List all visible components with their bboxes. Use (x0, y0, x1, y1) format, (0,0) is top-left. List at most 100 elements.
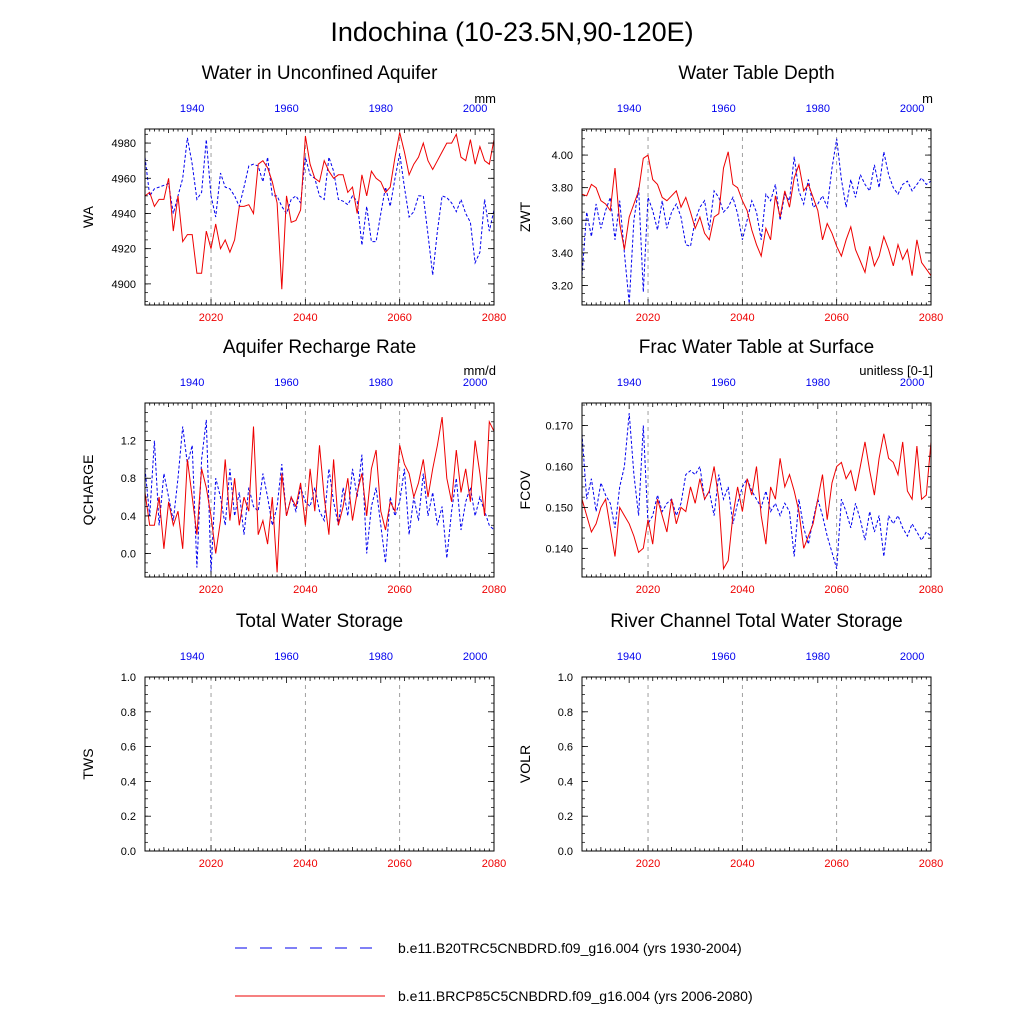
plot-frame (144, 128, 495, 306)
y-axis-label: VOLR (517, 745, 533, 783)
y-tick-label: 4900 (112, 279, 136, 291)
x-tick-label-bottom: 2040 (730, 858, 754, 870)
legend: b.e11.B20TRC5CNBDRD.f09_g16.004 (yrs 193… (235, 940, 753, 1004)
series-line-historical (144, 419, 495, 573)
y-tick-label: 1.2 (121, 436, 136, 448)
y-axis-label: QCHARGE (80, 455, 96, 526)
y-tick-label: 3.60 (552, 215, 573, 227)
x-tick-label-bottom: 2040 (730, 312, 754, 324)
y-tick-label: 0.0 (558, 846, 573, 858)
units-label: mm/d (464, 363, 497, 378)
plot-frame (581, 676, 932, 852)
x-tick-label-top: 1980 (369, 103, 393, 115)
panel-title: Water Table Depth (678, 63, 834, 84)
x-tick-label-top: 2000 (463, 651, 487, 663)
y-tick-label: 4940 (112, 208, 136, 220)
x-tick-label-bottom: 2040 (730, 584, 754, 596)
y-tick-label: 3.40 (552, 248, 573, 260)
y-tick-label: 0.6 (558, 742, 573, 754)
x-tick-label-top: 1940 (617, 651, 641, 663)
x-tick-label-bottom: 2060 (824, 858, 848, 870)
x-tick-label-top: 2000 (900, 103, 924, 115)
series-line-future (581, 151, 932, 276)
x-tick-label-bottom: 2020 (636, 312, 660, 324)
x-tick-label-bottom: 2080 (482, 312, 506, 324)
x-tick-label-bottom: 2040 (293, 584, 317, 596)
y-axis-label: TWS (80, 748, 96, 779)
y-tick-label: 0.150 (545, 502, 573, 514)
series-line-historical (581, 138, 932, 304)
panel-fcov: Frac Water Table at Surface unitless [0-1… (517, 337, 943, 596)
y-tick-label: 0.140 (545, 543, 573, 555)
series-line-future (144, 132, 495, 290)
x-tick-label-top: 1940 (180, 103, 204, 115)
series-line-historical (144, 137, 495, 276)
y-tick-label: 0.160 (545, 461, 573, 473)
x-tick-label-bottom: 2060 (387, 858, 411, 870)
y-tick-label: 0.0 (121, 846, 136, 858)
x-tick-label-bottom: 2020 (199, 312, 223, 324)
x-tick-label-top: 2000 (463, 377, 487, 389)
y-tick-label: 3.20 (552, 280, 573, 292)
y-tick-label: 0.8 (121, 707, 136, 719)
series-line-future (581, 433, 932, 571)
x-tick-label-bottom: 2020 (636, 858, 660, 870)
x-tick-label-bottom: 2080 (919, 584, 943, 596)
y-tick-label: 0.4 (121, 511, 136, 523)
y-tick-label: 3.80 (552, 183, 573, 195)
x-tick-label-bottom: 2020 (199, 858, 223, 870)
x-tick-label-top: 1960 (711, 103, 735, 115)
x-tick-label-top: 2000 (900, 377, 924, 389)
x-tick-label-bottom: 2080 (482, 858, 506, 870)
y-tick-label: 1.0 (558, 672, 573, 684)
x-tick-label-top: 1940 (617, 103, 641, 115)
x-tick-label-top: 1980 (806, 377, 830, 389)
y-tick-label: 0.2 (558, 811, 573, 823)
x-tick-label-top: 1980 (806, 651, 830, 663)
x-tick-label-bottom: 2060 (387, 584, 411, 596)
plot-frame (581, 402, 932, 578)
x-tick-label-bottom: 2040 (293, 858, 317, 870)
x-tick-label-bottom: 2020 (199, 584, 223, 596)
plot-frame (144, 402, 495, 578)
series-line-historical (581, 413, 932, 569)
y-tick-label: 0.170 (545, 421, 573, 433)
figure-title: Indochina (10-23.5N,90-120E) (330, 17, 693, 47)
y-tick-label: 4980 (112, 138, 136, 150)
y-tick-label: 4960 (112, 173, 136, 185)
panel-title: Aquifer Recharge Rate (223, 337, 416, 358)
panel-zwt: Water Table Depth m ZWT 2020 2040 2060 2080 194… (517, 63, 943, 324)
x-tick-label-top: 1960 (274, 103, 298, 115)
y-tick-label: 0.0 (121, 548, 136, 560)
panel-title: Frac Water Table at Surface (639, 337, 875, 358)
panels: Water in Unconfined Aquifer mm WA 2020 2040 2… (80, 63, 943, 870)
y-axis-label: ZWT (517, 201, 533, 232)
x-tick-label-top: 1940 (180, 377, 204, 389)
panel-tws: Total Water Storage TWS 2020 2040 2060 2080 19… (80, 611, 506, 870)
x-tick-label-bottom: 2040 (293, 312, 317, 324)
plot-frame (144, 676, 495, 852)
y-tick-label: 0.4 (121, 776, 136, 788)
x-tick-label-top: 1960 (711, 377, 735, 389)
panel-title: Total Water Storage (236, 611, 403, 632)
x-tick-label-top: 2000 (463, 103, 487, 115)
x-tick-label-top: 1960 (274, 651, 298, 663)
x-tick-label-bottom: 2080 (919, 312, 943, 324)
panel-title: River Channel Total Water Storage (610, 611, 903, 632)
x-tick-label-top: 1980 (369, 377, 393, 389)
legend-historical-label: b.e11.B20TRC5CNBDRD.f09_g16.004 (yrs 193… (398, 940, 742, 956)
x-tick-label-top: 1960 (274, 377, 298, 389)
x-tick-label-bottom: 2020 (636, 584, 660, 596)
y-tick-label: 4.00 (552, 150, 573, 162)
panel-title: Water in Unconfined Aquifer (202, 63, 439, 84)
y-tick-label: 0.8 (121, 473, 136, 485)
y-tick-label: 4920 (112, 244, 136, 256)
units-label: mm (474, 91, 496, 106)
x-tick-label-bottom: 2080 (482, 584, 506, 596)
x-tick-label-top: 1960 (711, 651, 735, 663)
y-axis-label: FCOV (517, 470, 533, 510)
x-tick-label-top: 1980 (369, 651, 393, 663)
x-tick-label-top: 2000 (900, 651, 924, 663)
series-line-future (144, 417, 495, 573)
